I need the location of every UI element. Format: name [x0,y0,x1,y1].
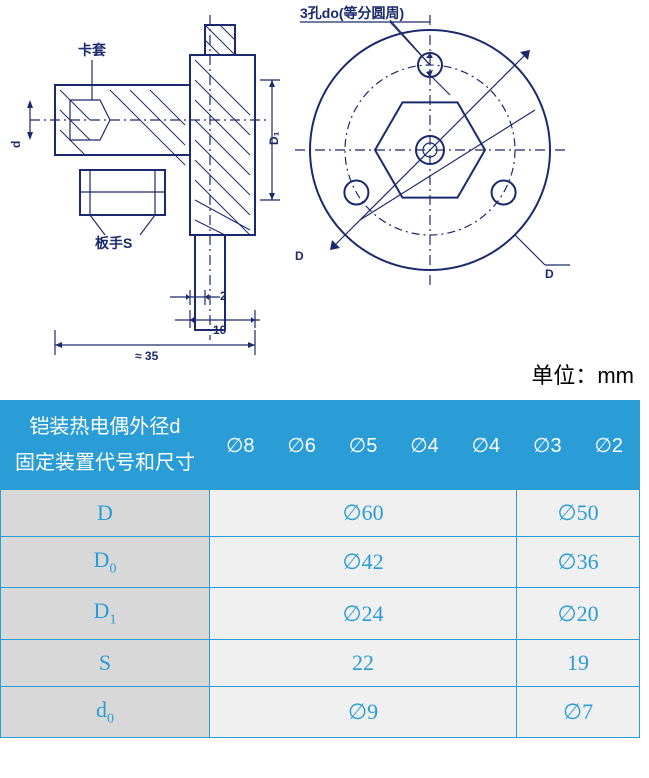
header-left-bottom: 固定装置代号和尺寸 [5,445,205,481]
col-5: ∅3 [517,401,578,490]
cell-g1: ∅60 [210,490,517,537]
table-row: d0 ∅9 ∅7 [1,686,640,737]
row-label: D [1,490,210,537]
row-label: d0 [1,686,210,737]
front-view: D D [295,15,570,285]
dim-10: 10 [213,323,227,337]
cell-g1: ∅24 [210,588,517,639]
table-header-row: 铠装热电偶外径d 固定装置代号和尺寸 ∅8 ∅6 ∅5 ∅4 ∅4 ∅3 ∅2 [1,401,640,490]
top-note: 3孔do(等分圆周) [300,5,404,21]
label-D: D [295,249,304,263]
cell-g2: ∅20 [517,588,640,639]
unit-label: 单位：mm [531,358,634,390]
col-6: ∅2 [578,401,639,490]
label-ferrule: 卡套 [78,42,106,58]
cell-g1: ∅9 [210,686,517,737]
dim-2: 2 [220,289,227,303]
header-left-top: 铠装热电偶外径d [5,409,205,445]
col-0: ∅8 [210,401,271,490]
cell-g2: ∅50 [517,490,640,537]
label-d1: D₁ [267,131,281,145]
col-1: ∅6 [271,401,332,490]
label-D-right: D [545,267,554,281]
table-row: D1 ∅24 ∅20 [1,588,640,639]
technical-drawing: 卡套 板手S d 2 10 [0,0,649,380]
label-wrench: 板手S [95,235,132,251]
label-d-side: d [9,141,23,148]
row-label: D0 [1,537,210,588]
cell-g1: ∅42 [210,537,517,588]
row-label: S [1,639,210,686]
col-3: ∅4 [394,401,455,490]
section-view: 卡套 板手S d 2 10 [9,15,281,363]
cell-g2: ∅7 [517,686,640,737]
cell-g2: ∅36 [517,537,640,588]
col-2: ∅5 [332,401,393,490]
table-row: D ∅60 ∅50 [1,490,640,537]
dim-35: ≈ 35 [135,349,159,363]
cell-g2: 19 [517,639,640,686]
table-row: S 22 19 [1,639,640,686]
table-row: D0 ∅42 ∅36 [1,537,640,588]
cell-g1: 22 [210,639,517,686]
row-label: D1 [1,588,210,639]
dimension-table: 铠装热电偶外径d 固定装置代号和尺寸 ∅8 ∅6 ∅5 ∅4 ∅4 ∅3 ∅2 … [0,400,640,738]
col-4: ∅4 [455,401,516,490]
